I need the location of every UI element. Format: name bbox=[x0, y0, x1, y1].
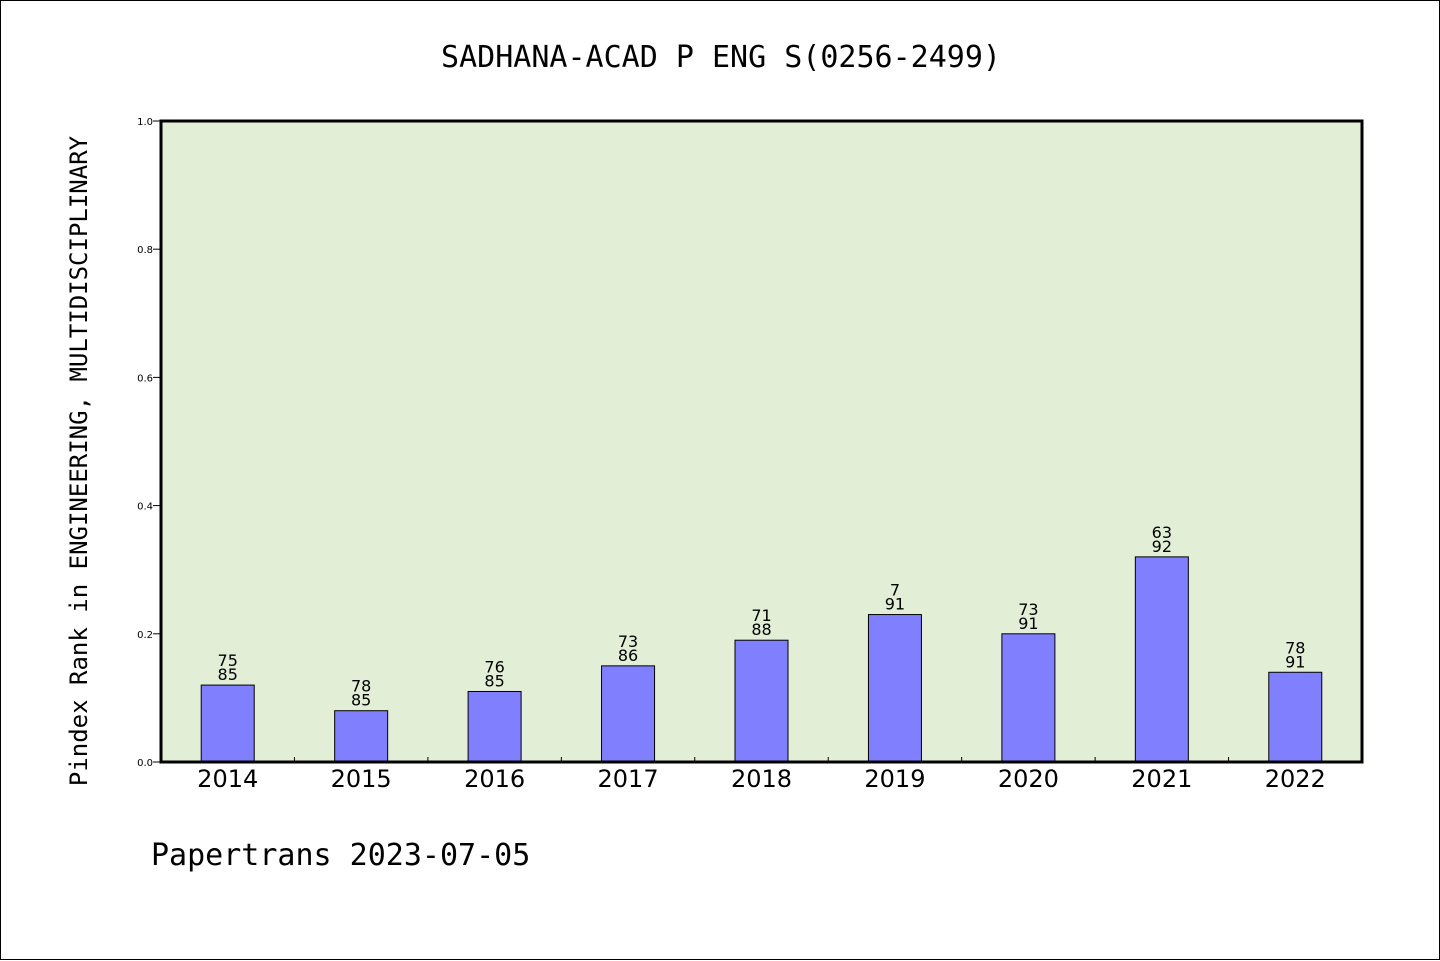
x-tick-label: 2020 bbox=[998, 765, 1059, 793]
bar-total-label: 85 bbox=[351, 691, 371, 710]
x-axis-ticks: 2014 2015 2016 2017 2018 2019 2020 2021 2022 bbox=[197, 757, 1326, 793]
bar-rank-label: 76 bbox=[484, 657, 504, 676]
bar-2020 bbox=[1001, 633, 1056, 763]
chart-title: SADHANA-ACAD P ENG S(0256-2499) bbox=[441, 40, 1001, 75]
x-tick-label: 2016 bbox=[464, 765, 525, 793]
footer-credit: Papertrans 2023-07-05 bbox=[151, 838, 530, 873]
bar-2016 bbox=[467, 690, 522, 763]
bar-2014 bbox=[200, 684, 255, 763]
x-tick-label: 2017 bbox=[598, 765, 659, 793]
x-tick-label: 2018 bbox=[731, 765, 792, 793]
bar-rank-label: 78 bbox=[351, 677, 371, 696]
bar-total-label: 85 bbox=[484, 671, 504, 690]
bar-total-label: 86 bbox=[618, 646, 638, 665]
bar-2015 bbox=[334, 710, 389, 763]
bar-total-label: 85 bbox=[218, 665, 238, 684]
bar-total-label: 91 bbox=[1018, 614, 1038, 633]
bar-rank-label: 7 bbox=[890, 581, 900, 600]
bar-rank-label: 71 bbox=[751, 606, 771, 625]
y-tick-label: 0.8 bbox=[137, 245, 153, 256]
x-tick-label: 2022 bbox=[1265, 765, 1326, 793]
bar-2019 bbox=[867, 614, 922, 763]
y-axis-label: Pindex Rank in ENGINEERING, MULTIDISCIPL… bbox=[65, 135, 93, 786]
bar-total-label: 91 bbox=[1285, 652, 1305, 671]
x-tick-label: 2021 bbox=[1131, 765, 1192, 793]
y-tick-label: 0.6 bbox=[137, 373, 153, 384]
bar-rank-label: 78 bbox=[1285, 638, 1305, 657]
y-tick-label: 1.0 bbox=[137, 117, 153, 128]
y-axis-ticks: 0.0 0.2 0.4 0.6 0.8 1.0 bbox=[137, 117, 161, 769]
bar-2018 bbox=[734, 639, 789, 763]
bar-total-label: 91 bbox=[885, 595, 905, 614]
plot-border bbox=[159, 119, 1364, 764]
bar-total-label: 88 bbox=[751, 620, 771, 639]
bars bbox=[200, 556, 1323, 763]
bar-total-label: 92 bbox=[1152, 537, 1172, 556]
y-tick-label: 0.0 bbox=[137, 758, 153, 769]
bar-rank-label: 75 bbox=[218, 651, 238, 670]
y-tick-label: 0.2 bbox=[137, 630, 153, 641]
bar-rank-label: 63 bbox=[1152, 523, 1172, 542]
x-tick-label: 2019 bbox=[864, 765, 925, 793]
bar-rank-label: 73 bbox=[1018, 600, 1038, 619]
bar-2021 bbox=[1134, 556, 1189, 763]
bar-rank-label: 73 bbox=[618, 632, 638, 651]
y-tick-label: 0.4 bbox=[137, 502, 153, 513]
bar-2017 bbox=[601, 665, 656, 763]
bar-2022 bbox=[1268, 671, 1323, 763]
x-tick-label: 2015 bbox=[331, 765, 392, 793]
x-tick-label: 2014 bbox=[197, 765, 258, 793]
